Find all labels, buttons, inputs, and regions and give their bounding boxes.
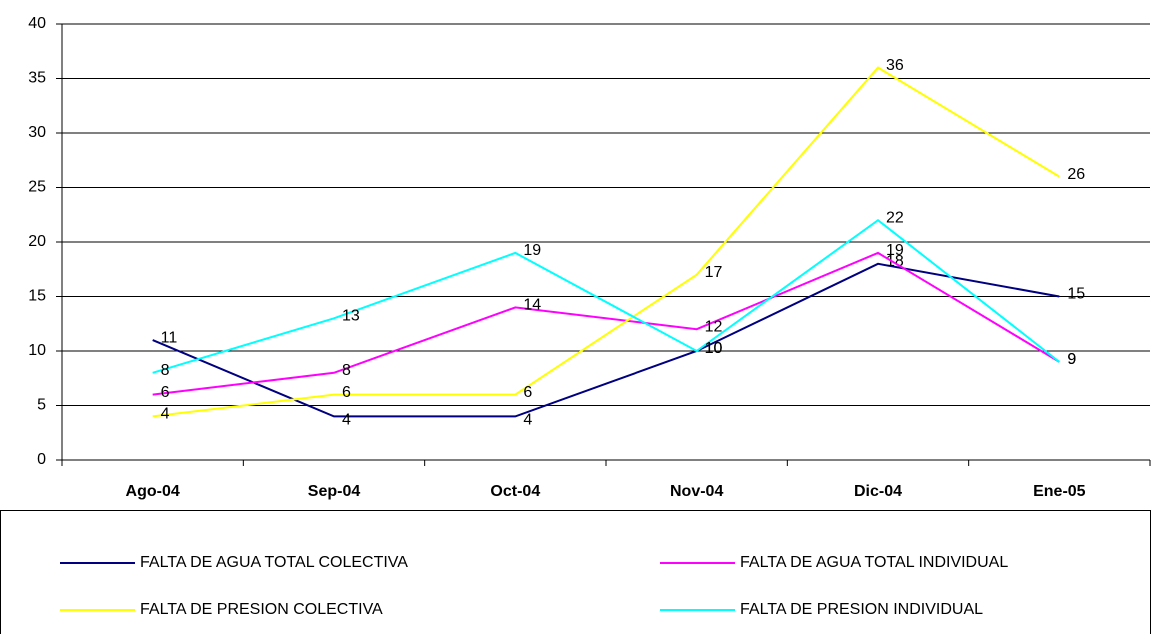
- data-label: 13: [342, 308, 360, 325]
- data-label: 15: [1067, 286, 1085, 303]
- x-tick-label: Oct-04: [490, 483, 540, 500]
- x-tick-label: Ago-04: [126, 483, 180, 500]
- data-label: 6: [342, 384, 351, 401]
- x-tick-label: Nov-04: [670, 483, 723, 500]
- y-tick-label: 30: [28, 124, 46, 141]
- x-tick-label: Dic-04: [854, 483, 902, 500]
- data-label: 4: [523, 412, 532, 429]
- data-label: 10: [705, 340, 723, 357]
- y-tick-label: 25: [28, 179, 46, 196]
- data-label: 19: [886, 242, 904, 259]
- series-line: [152, 262, 1060, 418]
- data-label: 6: [161, 384, 170, 401]
- data-label: 17: [705, 264, 723, 281]
- data-label: 6: [523, 384, 532, 401]
- data-label: 8: [161, 362, 170, 379]
- y-tick-label: 35: [28, 70, 46, 87]
- data-label: 10: [705, 340, 723, 357]
- series-line: [152, 218, 1060, 374]
- y-tick-label: 5: [37, 397, 46, 414]
- data-label: 8: [342, 362, 351, 379]
- y-tick-label: 0: [37, 451, 46, 468]
- y-tick-label: 20: [28, 233, 46, 250]
- data-label: 22: [886, 209, 904, 226]
- data-label: 11: [161, 329, 178, 346]
- legend-label: FALTA DE AGUA TOTAL INDIVIDUAL: [740, 554, 1008, 571]
- y-tick-label: 15: [28, 288, 46, 305]
- data-label: 9: [1067, 351, 1076, 368]
- data-label: 26: [1067, 166, 1085, 183]
- legend-label: FALTA DE PRESION INDIVIDUAL: [740, 601, 983, 618]
- data-label: 4: [342, 412, 351, 429]
- data-label: 36: [886, 57, 904, 74]
- data-label: 4: [161, 406, 170, 423]
- data-label: 14: [523, 297, 541, 314]
- data-label: 19: [523, 242, 541, 259]
- series-line: [152, 251, 1060, 396]
- data-label: 12: [705, 318, 723, 335]
- x-tick-label: Ene-05: [1033, 483, 1086, 500]
- y-tick-label: 10: [28, 342, 46, 359]
- x-tick-label: Sep-04: [308, 483, 361, 500]
- series-line: [152, 66, 1060, 418]
- legend-label: FALTA DE AGUA TOTAL COLECTIVA: [140, 554, 408, 571]
- data-label: 9: [1067, 351, 1076, 368]
- y-tick-label: 40: [28, 15, 46, 32]
- legend-label: FALTA DE PRESION COLECTIVA: [140, 601, 383, 618]
